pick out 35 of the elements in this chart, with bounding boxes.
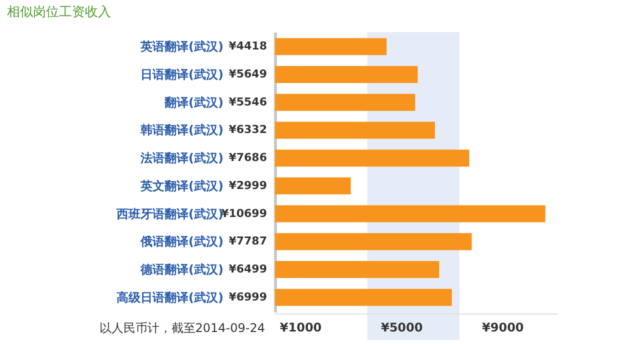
- x-tick-label: ¥9000: [482, 320, 524, 334]
- data-label: ¥6332: [228, 123, 267, 136]
- bar: [275, 177, 351, 194]
- data-label: ¥2999: [228, 178, 267, 192]
- y-tick-label: 英语翻译(武汉): [140, 40, 224, 54]
- data-label: ¥10699: [221, 206, 267, 220]
- data-label: ¥6499: [228, 262, 267, 276]
- bar: [275, 38, 387, 56]
- y-tick-label: 英文翻译(武汉): [140, 178, 224, 193]
- y-tick-label: 日语翻译(武汉): [140, 67, 224, 82]
- data-label: ¥4418: [228, 40, 267, 53]
- y-tick-label: 韩语翻译(武汉): [140, 123, 224, 138]
- data-label: ¥5546: [228, 95, 268, 108]
- text: 以人民币计，截至2014-09-24: [99, 321, 265, 335]
- bar: [275, 94, 416, 111]
- y-tick-label: 西班牙语翻译(武汉): [116, 206, 224, 221]
- x-tick-label: ¥1000: [280, 320, 322, 334]
- bar: [275, 122, 435, 139]
- x-tick-label: ¥5000: [380, 320, 423, 334]
- y-tick-label: 翻译(武汉): [164, 95, 224, 110]
- data-label: ¥7787: [228, 234, 267, 248]
- bar: [275, 66, 418, 83]
- data-label: ¥5649: [228, 67, 267, 80]
- text: 相似岗位工资收入: [7, 5, 111, 20]
- bar: [275, 150, 470, 167]
- y-tick-label: 法语翻译(武汉): [140, 151, 224, 166]
- bar: [275, 261, 440, 278]
- bar: [275, 288, 452, 306]
- y-tick-label: 俄语翻译(武汉): [140, 234, 224, 249]
- y-tick-label: 德语翻译(武汉): [140, 262, 224, 277]
- y-tick-label: 高级日语翻译(武汉): [116, 290, 224, 304]
- data-label: ¥6999: [228, 290, 267, 304]
- bar: [275, 205, 546, 222]
- bar: [275, 233, 472, 250]
- data-label: ¥7686: [228, 151, 268, 164]
